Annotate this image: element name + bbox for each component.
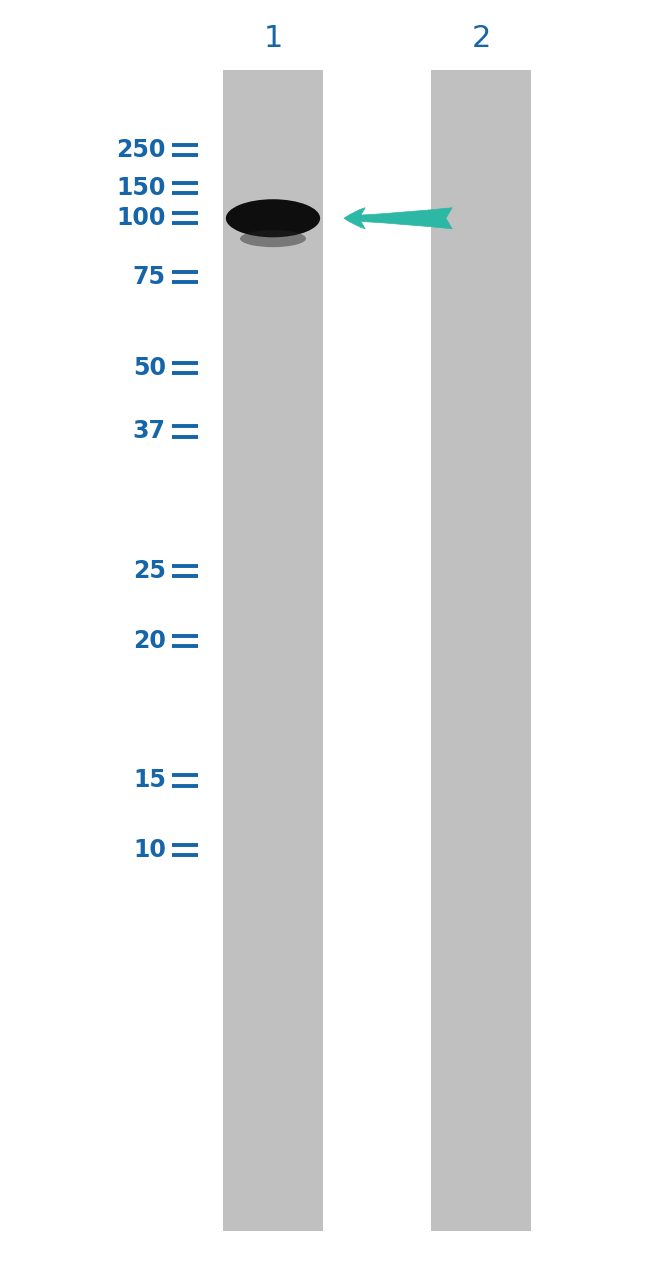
Text: 37: 37 (133, 420, 166, 443)
Bar (222, 70, 323, 1231)
Text: 250: 250 (116, 138, 166, 161)
Text: 15: 15 (133, 769, 166, 792)
Text: 25: 25 (133, 560, 166, 582)
Ellipse shape (240, 230, 306, 247)
Ellipse shape (226, 199, 320, 237)
Text: 100: 100 (116, 207, 166, 230)
Text: 150: 150 (116, 176, 166, 199)
Text: 20: 20 (133, 629, 166, 652)
Text: 1: 1 (263, 24, 283, 52)
Text: 50: 50 (133, 357, 166, 379)
Text: 2: 2 (471, 24, 491, 52)
Bar (430, 70, 532, 1231)
Text: 75: 75 (133, 265, 166, 288)
Text: 10: 10 (133, 839, 166, 862)
